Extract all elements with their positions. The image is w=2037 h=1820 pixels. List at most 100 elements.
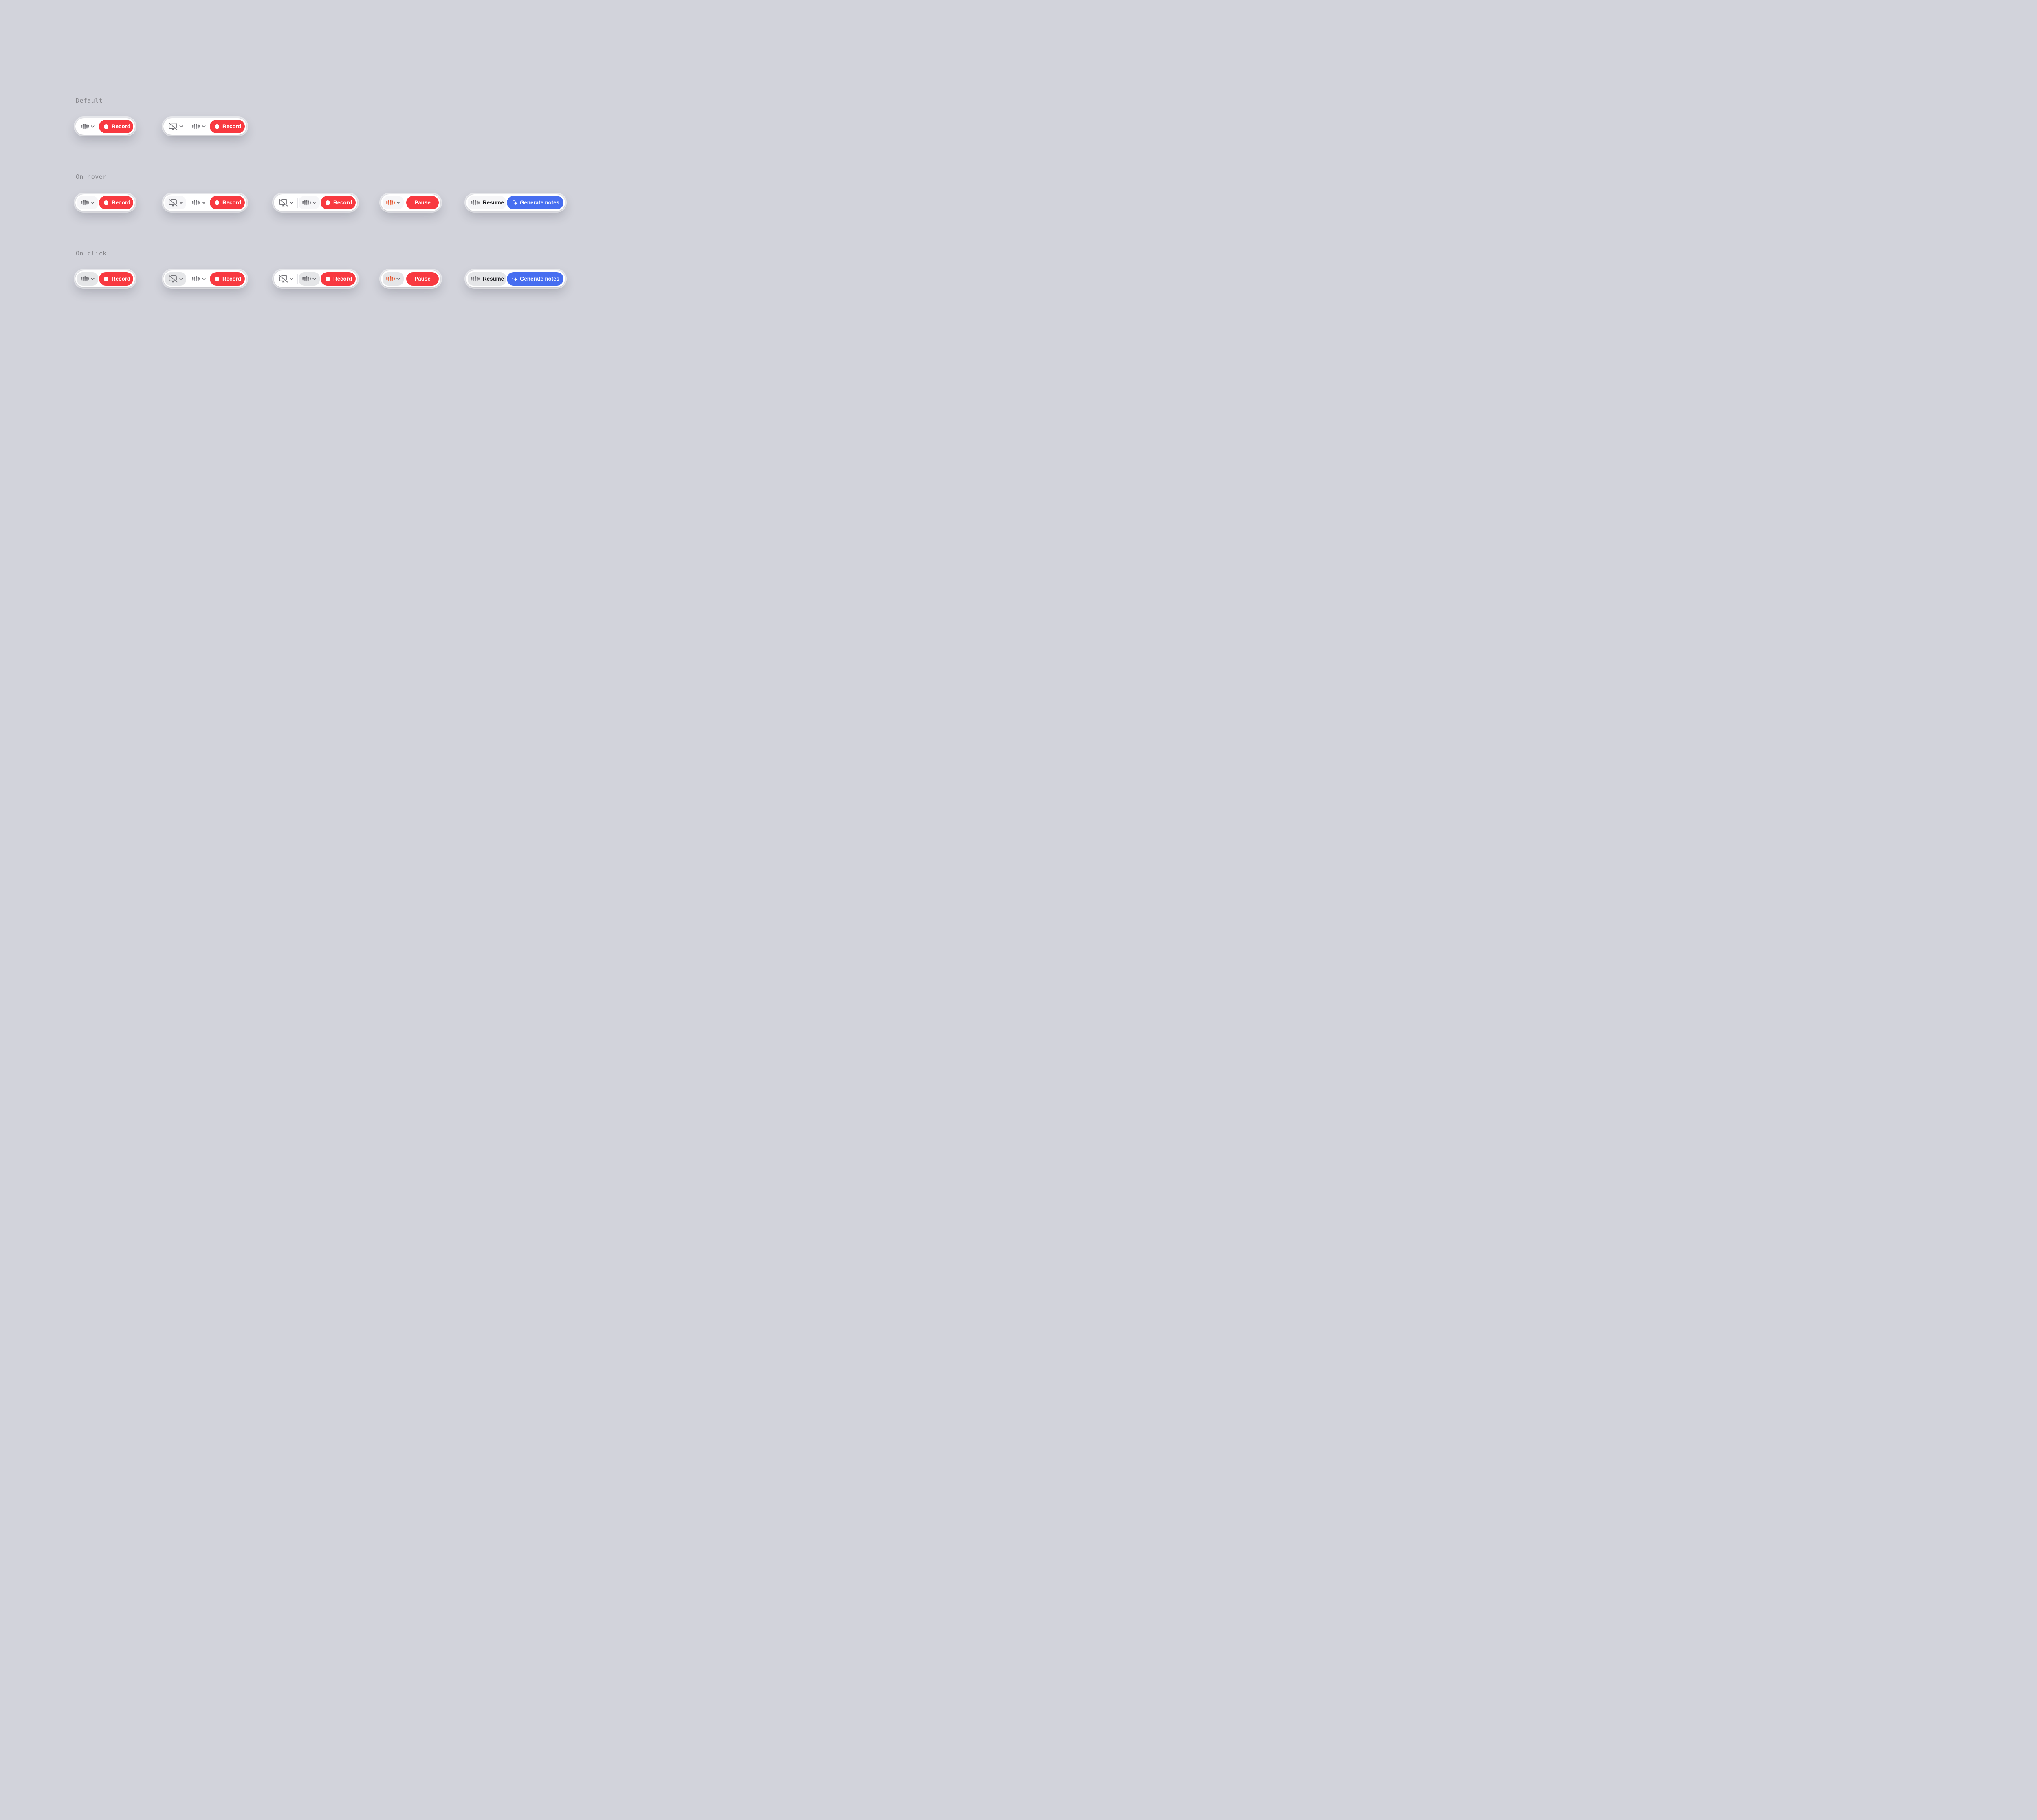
mic-source-dropdown[interactable] bbox=[77, 196, 98, 209]
chevron-down-icon bbox=[289, 277, 293, 280]
recorder-pill-recording-hover: Pause bbox=[381, 194, 440, 211]
record-button[interactable]: Record bbox=[210, 272, 245, 286]
record-button-label: Record bbox=[112, 123, 130, 130]
record-button[interactable]: Record bbox=[99, 120, 133, 133]
resume-button[interactable]: Resume bbox=[468, 196, 506, 209]
record-button[interactable]: Record bbox=[99, 196, 133, 209]
generate-notes-button[interactable]: Generate notes bbox=[507, 272, 563, 286]
mic-source-dropdown[interactable] bbox=[77, 272, 98, 286]
recorder-pill-screen-mic-pressed-screen: Record bbox=[163, 270, 246, 287]
mic-waveform-recording-icon bbox=[386, 200, 395, 206]
pause-button-label: Pause bbox=[414, 276, 431, 282]
section-label-default: Default bbox=[76, 97, 103, 104]
mic-waveform-icon bbox=[471, 276, 480, 282]
generate-notes-label: Generate notes bbox=[520, 276, 559, 282]
screen-source-dropdown[interactable] bbox=[275, 272, 297, 286]
screen-source-dropdown[interactable] bbox=[165, 196, 186, 209]
recorder-pill-mic-hover: Record bbox=[75, 194, 135, 211]
section-label-on-hover: On hover bbox=[76, 173, 107, 180]
record-button[interactable]: Record bbox=[99, 272, 133, 286]
chevron-down-icon bbox=[91, 201, 95, 204]
mic-waveform-icon bbox=[471, 200, 480, 206]
screen-source-dropdown[interactable] bbox=[165, 272, 186, 286]
recorder-pill-paused-pressed: Resume Generate notes bbox=[466, 270, 565, 287]
sparkle-icon bbox=[512, 275, 518, 281]
recorder-pill-screen-mic-hover-mic: Record bbox=[274, 194, 357, 211]
pause-button[interactable]: Pause bbox=[406, 272, 439, 286]
screen-source-dropdown[interactable] bbox=[165, 120, 186, 133]
recorder-pill-screen-mic-default: Record bbox=[163, 118, 246, 135]
record-button-label: Record bbox=[333, 200, 352, 206]
pause-button-label: Pause bbox=[414, 200, 431, 206]
chevron-down-icon bbox=[312, 277, 316, 280]
record-button-label: Record bbox=[112, 276, 130, 282]
mic-waveform-icon bbox=[81, 123, 89, 130]
mic-waveform-icon bbox=[302, 276, 311, 282]
recorder-pill-mic-pressed: Record bbox=[75, 270, 135, 287]
recorder-pill-mic-default: Record bbox=[75, 118, 135, 135]
recorder-pill-screen-mic-pressed-mic: Record bbox=[274, 270, 357, 287]
record-button[interactable]: Record bbox=[210, 120, 245, 133]
chevron-down-icon bbox=[202, 125, 206, 127]
chevron-down-icon bbox=[289, 201, 293, 204]
mic-waveform-icon bbox=[192, 123, 200, 130]
screen-share-off-icon bbox=[168, 275, 178, 283]
mic-source-dropdown[interactable] bbox=[77, 120, 98, 133]
chevron-down-icon bbox=[202, 277, 206, 280]
record-button-label: Record bbox=[333, 276, 352, 282]
mic-waveform-icon bbox=[81, 200, 89, 206]
chevron-down-icon bbox=[396, 201, 400, 204]
mic-source-dropdown[interactable] bbox=[299, 196, 320, 209]
record-button-label: Record bbox=[112, 200, 130, 206]
chevron-down-icon bbox=[91, 277, 95, 280]
record-dot bbox=[326, 200, 330, 205]
record-dot bbox=[104, 124, 108, 129]
screen-share-off-icon bbox=[279, 199, 288, 207]
resume-button[interactable]: Resume bbox=[468, 272, 506, 286]
chevron-down-icon bbox=[91, 125, 95, 127]
record-button-label: Record bbox=[222, 200, 241, 206]
resume-button-label: Resume bbox=[483, 276, 504, 282]
chevron-down-icon bbox=[396, 277, 400, 280]
record-dot bbox=[215, 200, 219, 205]
screen-share-off-icon bbox=[168, 123, 178, 130]
record-dot bbox=[326, 276, 330, 281]
record-dot bbox=[104, 276, 108, 281]
generate-notes-label: Generate notes bbox=[520, 200, 559, 206]
record-button[interactable]: Record bbox=[321, 196, 356, 209]
screen-share-off-icon bbox=[168, 199, 178, 207]
mic-waveform-icon bbox=[302, 200, 311, 206]
pause-button[interactable]: Pause bbox=[406, 196, 439, 209]
screen-share-off-icon bbox=[279, 275, 288, 283]
mic-source-dropdown[interactable] bbox=[188, 272, 209, 286]
mic-source-dropdown[interactable] bbox=[188, 196, 209, 209]
screen-source-dropdown[interactable] bbox=[275, 196, 297, 209]
record-button[interactable]: Record bbox=[321, 272, 356, 286]
mic-source-dropdown[interactable] bbox=[188, 120, 209, 133]
resume-button-label: Resume bbox=[483, 200, 504, 206]
record-button-label: Record bbox=[222, 276, 241, 282]
mic-source-dropdown[interactable] bbox=[383, 272, 404, 286]
chevron-down-icon bbox=[179, 201, 183, 204]
chevron-down-icon bbox=[202, 201, 206, 204]
record-dot bbox=[104, 200, 108, 205]
mic-waveform-icon bbox=[81, 276, 89, 282]
record-dot bbox=[215, 276, 219, 281]
section-label-on-click: On click bbox=[76, 250, 107, 257]
segment-divider bbox=[297, 274, 298, 284]
mic-source-dropdown[interactable] bbox=[383, 196, 404, 209]
generate-notes-button[interactable]: Generate notes bbox=[507, 196, 563, 209]
chevron-down-icon bbox=[312, 201, 316, 204]
mic-waveform-icon bbox=[192, 276, 200, 282]
chevron-down-icon bbox=[179, 125, 183, 127]
mic-waveform-icon bbox=[192, 200, 200, 206]
component-sheet-canvas: { "page": { "background": "#D2D3DB" }, "… bbox=[0, 0, 639, 413]
recorder-pill-screen-mic-hover-screen: Record bbox=[163, 194, 246, 211]
mic-waveform-recording-icon bbox=[386, 276, 395, 282]
segment-divider bbox=[297, 198, 298, 208]
chevron-down-icon bbox=[179, 277, 183, 280]
mic-source-dropdown[interactable] bbox=[299, 272, 320, 286]
record-button-label: Record bbox=[222, 123, 241, 130]
record-button[interactable]: Record bbox=[210, 196, 245, 209]
record-dot bbox=[215, 124, 219, 129]
